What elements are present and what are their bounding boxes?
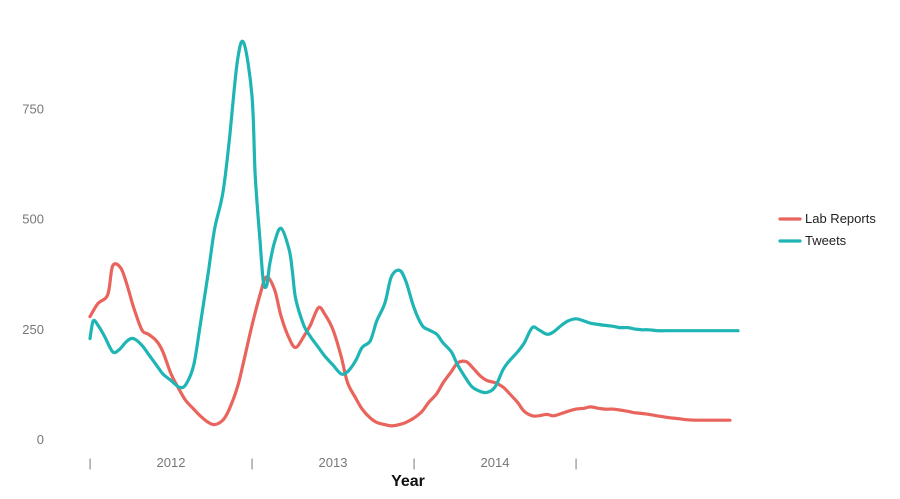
x-tick-label: | xyxy=(412,456,415,470)
legend: Lab Reports Tweets xyxy=(778,211,876,248)
y-tick-label: 750 xyxy=(22,101,44,116)
x-tick-label: | xyxy=(88,456,91,470)
legend-label: Tweets xyxy=(805,233,847,248)
y-axis-ticks: 0 250 500 750 xyxy=(22,101,44,447)
x-tick-label: 2012 xyxy=(157,455,186,470)
series-line-lab-reports xyxy=(88,262,732,428)
y-tick-label: 0 xyxy=(37,432,44,447)
x-tick-label: 2013 xyxy=(319,455,348,470)
x-tick-label: | xyxy=(574,456,577,470)
series-line-tweets xyxy=(88,39,740,395)
x-tick-label: 2014 xyxy=(481,455,510,470)
x-axis-title: Year xyxy=(391,473,425,490)
legend-label: Lab Reports xyxy=(805,211,876,226)
x-axis-ticks: | 2012 | 2013 | 2014 | xyxy=(88,455,577,470)
series-layer xyxy=(88,39,740,428)
x-tick-label: | xyxy=(250,456,253,470)
y-tick-label: 500 xyxy=(22,212,44,227)
y-tick-label: 250 xyxy=(22,322,44,337)
